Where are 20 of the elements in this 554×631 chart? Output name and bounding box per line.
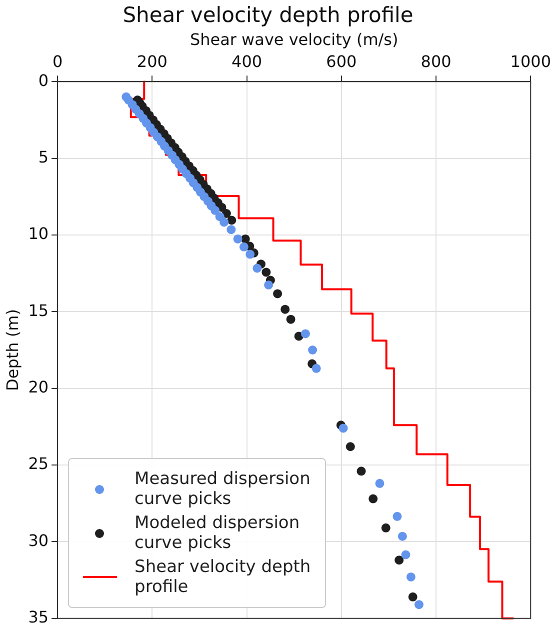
y-tick-label: 15 bbox=[28, 300, 49, 320]
x-tick-label: 400 bbox=[232, 52, 262, 72]
x-tick-label: 200 bbox=[136, 52, 168, 72]
legend-label: Measured dispersion curve picks bbox=[134, 469, 312, 510]
y-tick-label: 0 bbox=[38, 70, 49, 90]
legend-label: Modeled dispersion curve picks bbox=[134, 513, 301, 554]
y-axis-title: Depth (m) bbox=[2, 309, 22, 391]
y-tick-label: 20 bbox=[28, 378, 49, 396]
y-tick-label: 5 bbox=[38, 147, 49, 166]
y-tick-label: 10 bbox=[28, 224, 49, 244]
x-tick-label: 800 bbox=[420, 52, 452, 72]
x-axis-title: Shear wave velocity (m/s) bbox=[190, 30, 398, 49]
legend-label: Shear velocity depth profile bbox=[134, 557, 312, 598]
y-tick-label: 30 bbox=[28, 530, 49, 550]
x-tick-label: 1000 bbox=[510, 52, 551, 72]
y-tick-label: 25 bbox=[28, 454, 49, 474]
x-tick-label: 0 bbox=[52, 52, 63, 72]
y-tick-label: 35 bbox=[28, 608, 49, 627]
chart-title: Shear velocity depth profile bbox=[122, 3, 414, 28]
x-tick-label: 600 bbox=[326, 52, 357, 72]
